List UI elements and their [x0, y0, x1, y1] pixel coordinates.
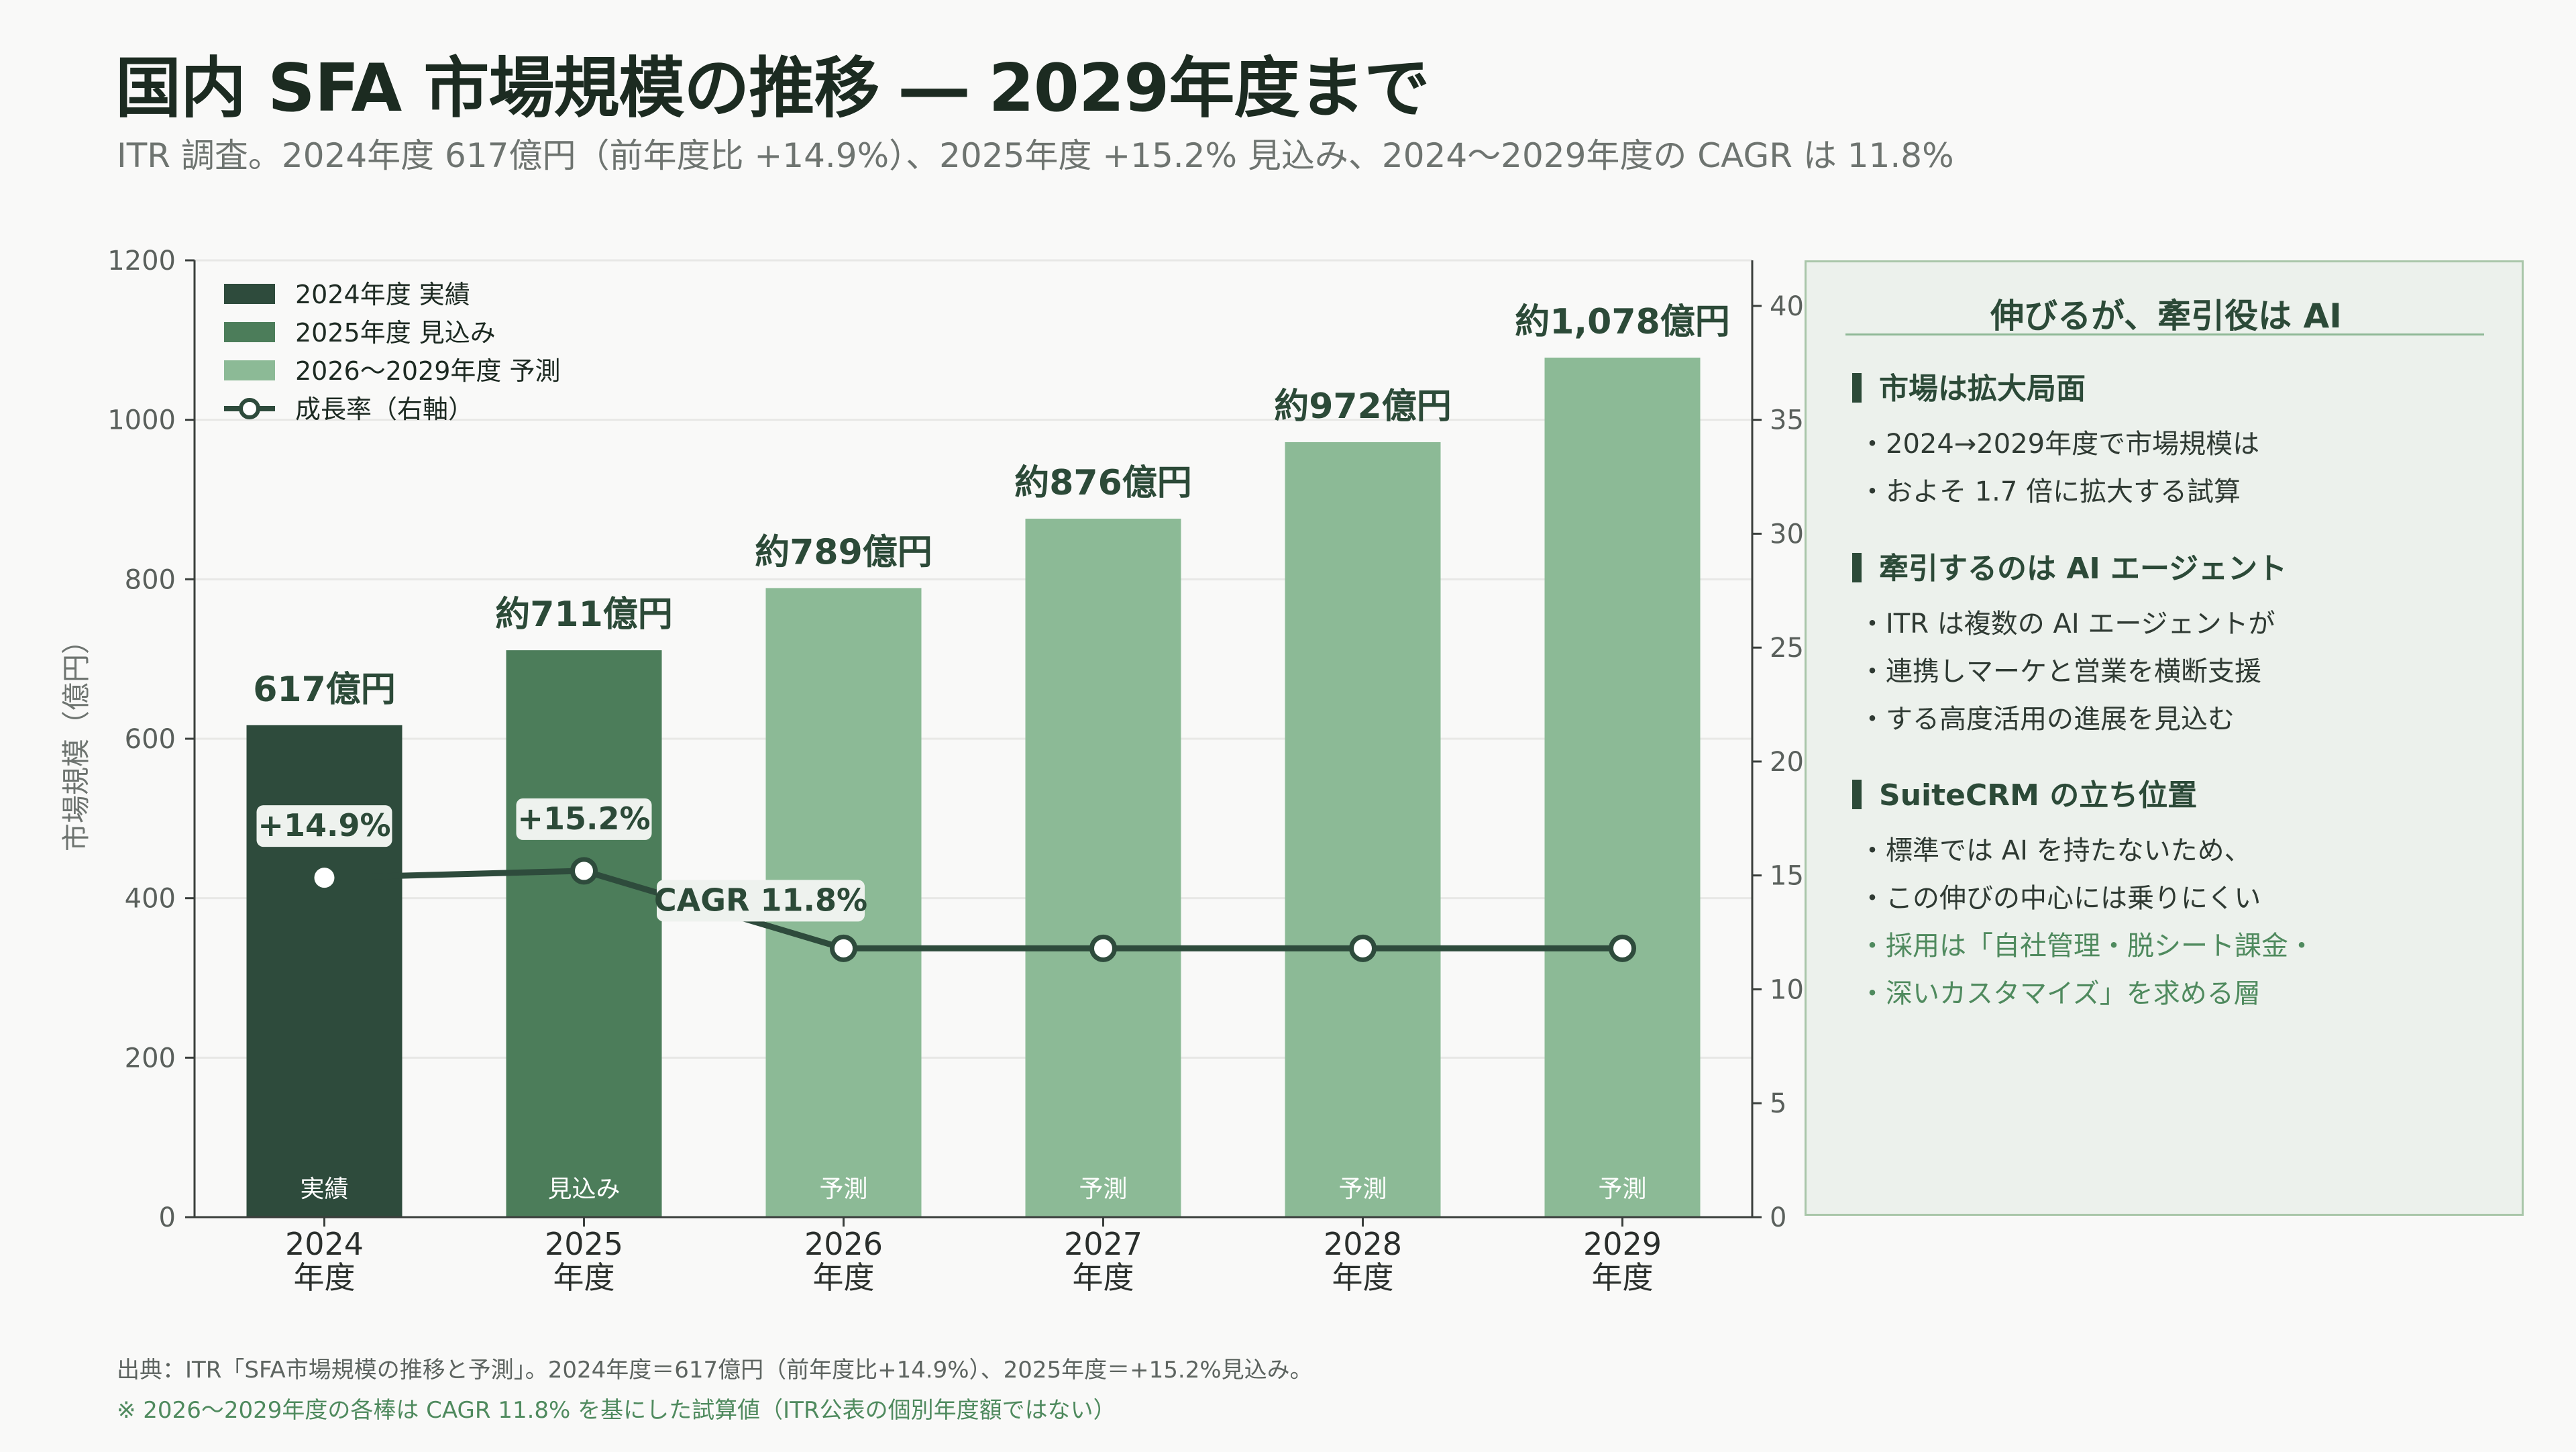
cagr-label: CAGR 11.8%	[654, 880, 867, 922]
source-note: 出典：ITR「SFA市場規模の推移と予測」。2024年度＝617億円（前年度比+…	[117, 1357, 1313, 1384]
section-line: ・する高度活用の進展を見込む	[1859, 704, 2235, 735]
bar-value-label: 約789億円	[755, 532, 932, 572]
y-tick-label: 600	[125, 724, 176, 755]
bar	[1544, 357, 1701, 1217]
y2-tick-label: 35	[1770, 405, 1804, 436]
y-axis-label: 市場規模（億円）	[60, 626, 93, 851]
y2-tick-label: 5	[1770, 1088, 1786, 1119]
legend-swatch	[224, 284, 275, 304]
insight-panel: 伸びるが、牽引役は AI 市場は拡大局面 ・2024→2029年度で市場規模は …	[1805, 260, 2524, 1216]
growth-line	[324, 868, 1623, 951]
growth-point	[830, 934, 857, 962]
bar-status-label: 見込み	[547, 1176, 620, 1203]
y-tick-label: 400	[125, 884, 176, 915]
x-tick-label: 2026 年度	[804, 1226, 883, 1296]
bar-status-label: 予測	[1079, 1176, 1127, 1203]
y2-tick-label: 20	[1770, 747, 1804, 778]
bar-value-label: 約972億円	[1274, 386, 1452, 427]
growth-point	[570, 857, 598, 885]
growth-label-text: CAGR 11.8%	[654, 882, 867, 918]
section-line: ・およそ 1.7 倍に拡大する試算	[1859, 476, 2241, 507]
section-heading-ai: 牽引するのは AI エージェント	[1852, 544, 2287, 587]
section-line: ・この伸びの中心には乗りにくい	[1859, 883, 2261, 914]
x-tick-label: 2028 年度	[1324, 1226, 1402, 1296]
y2-tick-label: 10	[1770, 974, 1804, 1005]
growth-label: +14.9%	[256, 805, 392, 847]
page-title: 国内 SFA 市場規模の推移 ― 2029年度まで	[115, 50, 1430, 127]
growth-label-text: +15.2%	[517, 800, 650, 837]
section-heading-text: 牽引するのは AI エージェント	[1879, 552, 2288, 586]
section-heading-market: 市場は拡大局面	[1852, 364, 2086, 407]
bar-value-label: 約876億円	[1014, 463, 1192, 503]
y2-tick-label: 15	[1770, 861, 1804, 892]
section-marker-icon	[1852, 780, 1862, 809]
bar	[1285, 442, 1441, 1218]
section-line-accent: ・採用は「自社管理・脱シート課金・	[1859, 931, 2315, 962]
label-box	[256, 805, 392, 847]
legend-label: 2025年度 見込み	[295, 318, 496, 348]
bar-status-label: 実績	[300, 1176, 348, 1203]
section-heading-text: SuiteCRM の立ち位置	[1879, 778, 2198, 813]
section-heading-suitecrm: SuiteCRM の立ち位置	[1852, 771, 2197, 814]
bar-status-label: 予測	[1598, 1176, 1646, 1203]
panel-title: 伸びるが、牽引役は AI	[1990, 297, 2342, 335]
section-marker-icon	[1852, 373, 1862, 403]
y-tick-label: 1000	[107, 405, 176, 436]
legend-label: 成長率（右軸）	[295, 395, 474, 424]
bar	[1025, 519, 1181, 1217]
bar	[506, 650, 662, 1217]
growth-label-text: +14.9%	[258, 807, 390, 843]
y2-tick-label: 40	[1770, 291, 1804, 322]
label-box	[516, 798, 652, 840]
bar	[246, 725, 402, 1217]
legend-swatch	[224, 322, 275, 342]
y-tick-label: 200	[125, 1043, 176, 1074]
y-tick-label: 0	[159, 1202, 176, 1233]
bar-value-label: 約1,078億円	[1515, 302, 1729, 342]
section-heading-text: 市場は拡大局面	[1879, 372, 2086, 406]
estimate-note: ※ 2026〜2029年度の各棒は CAGR 11.8% を基にした試算値（IT…	[117, 1397, 1116, 1424]
section-line: ・連携しマーケと営業を横断支援	[1859, 656, 2261, 687]
bar-status-label: 予測	[819, 1176, 867, 1203]
bar-value-label: 617億円	[253, 670, 396, 710]
x-tick-label: 2029 年度	[1583, 1226, 1662, 1296]
legend-label: 2026〜2029年度 予測	[295, 356, 561, 386]
page-subtitle: ITR 調査。2024年度 617億円（前年度比 +14.9%）、2025年度 …	[117, 136, 1954, 175]
growth-point	[314, 868, 335, 888]
x-tick-label: 2024 年度	[285, 1226, 364, 1296]
panel-divider	[1845, 333, 2484, 335]
bar-status-label: 予測	[1338, 1176, 1387, 1203]
x-tick-label: 2027 年度	[1064, 1226, 1142, 1296]
section-line-accent: ・深いカスタマイズ」を求める層	[1859, 978, 2261, 1009]
y-tick-label: 1200	[107, 246, 176, 276]
section-marker-icon	[1852, 553, 1862, 582]
section-line: ・2024→2029年度で市場規模は	[1859, 429, 2260, 460]
x-tick-label: 2025 年度	[545, 1226, 623, 1296]
legend-swatch	[224, 360, 275, 380]
y2-tick-label: 30	[1770, 519, 1804, 550]
label-box	[657, 880, 865, 922]
y2-tick-label: 25	[1770, 633, 1804, 664]
growth-point	[1609, 934, 1636, 962]
legend-marker-icon	[239, 398, 260, 419]
bar-value-label: 約711億円	[495, 594, 673, 635]
y2-tick-label: 0	[1770, 1202, 1786, 1233]
section-line: ・標準では AI を持たないため、	[1859, 835, 2251, 866]
y-tick-label: 800	[125, 564, 176, 595]
growth-point	[1349, 934, 1377, 962]
legend-label: 2024年度 実績	[295, 280, 470, 309]
growth-label: +15.2%	[516, 798, 652, 840]
growth-point	[1089, 934, 1117, 962]
section-line: ・ITR は複数の AI エージェントが	[1859, 609, 2275, 639]
